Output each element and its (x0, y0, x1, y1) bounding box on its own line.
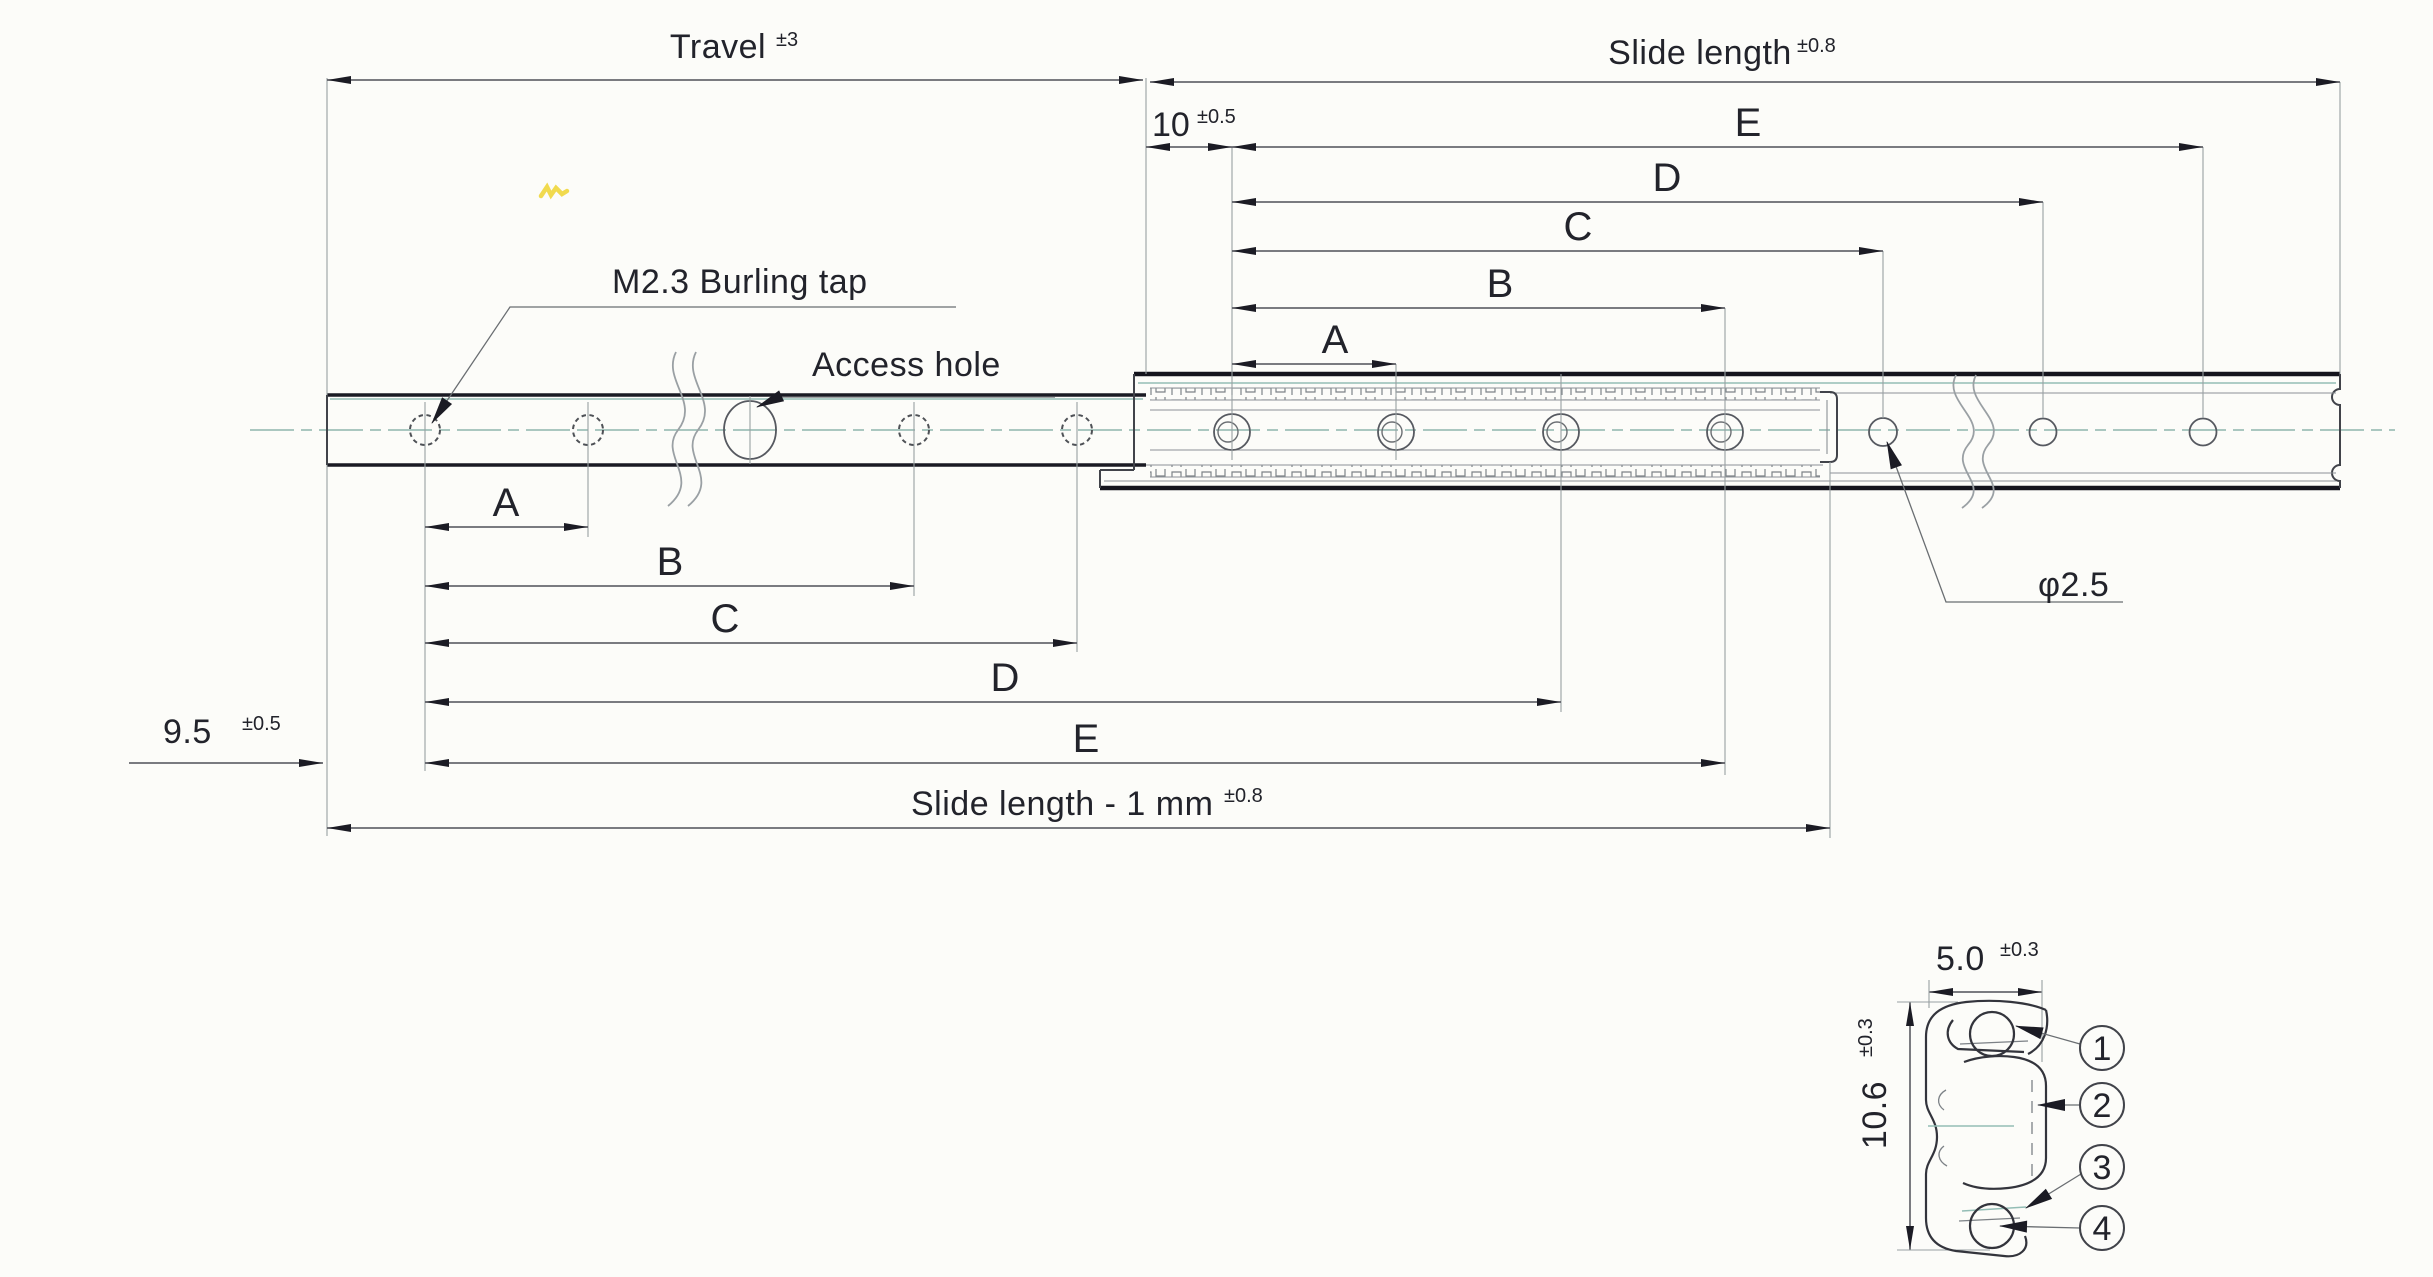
pitch-top-A: A (1322, 318, 1349, 362)
section-hook-left-1 (1937, 1089, 1947, 1111)
tapped-hole-1 (409, 414, 441, 446)
retainer-strip-top (1150, 388, 1820, 400)
callout-number-4: 4 (2093, 1210, 2112, 1248)
pitch-top-B: B (1487, 262, 1514, 306)
pitch-bottom-D: D (991, 656, 1020, 700)
section-width-tolerance: ±0.3 (2000, 939, 2039, 961)
callout-circle-1 (2079, 1025, 2125, 1071)
break-inner-1 (667, 351, 686, 507)
annotations: M2.3 Burling tap Access hole φ2.5 (431, 182, 2123, 604)
section-tangent-bottom (1958, 1217, 2021, 1222)
callout-leader-3 (2025, 1173, 2082, 1209)
pitch-bottom-E: E (1073, 717, 1100, 761)
pitch-dimensions-top: E D C B A (1232, 101, 2203, 368)
section-inner-member (1962, 1054, 2048, 1190)
plan-view (250, 78, 2395, 838)
highlight-mark (538, 182, 570, 200)
outer-hole-2 (2028, 417, 2058, 447)
callout-number-2: 2 (2093, 1087, 2112, 1125)
callout-circle-3 (2079, 1144, 2125, 1190)
section-height-value: 10.6 (1856, 1081, 1894, 1149)
retainer-strip-bottom (1150, 465, 1820, 477)
callout-circle-2 (2079, 1082, 2125, 1128)
section-outer-flange-right (2027, 1009, 2049, 1055)
end-offset-tolerance: ±0.5 (1197, 106, 1236, 128)
pitch-bottom-A: A (493, 481, 520, 525)
section-height-label-group: 10.6 ±0.3 (1855, 1018, 1894, 1149)
tapped-hole-4 (1061, 414, 1093, 446)
section-width-value: 5.0 (1936, 940, 1985, 978)
section-ball-top (1968, 1010, 2016, 1058)
break-inner-2 (687, 351, 706, 507)
leader-access-hole (756, 390, 1055, 408)
hole-diameter-label: φ2.5 (2038, 566, 2109, 604)
section-profile (1924, 999, 2049, 1258)
slide-length-tolerance: ±0.8 (1797, 35, 1836, 57)
ext-section-width (1928, 980, 2043, 1062)
burling-tap-label: M2.3 Burling tap (612, 263, 868, 301)
retainer-bounds (1150, 387, 1820, 478)
break-lines (667, 351, 1995, 509)
outer-rail-right-end (2331, 374, 2341, 488)
outer-rail (1099, 371, 2341, 491)
ball-retainer (1150, 387, 1838, 478)
extension-lines (326, 78, 2341, 838)
leader-hole-diameter (1886, 441, 2123, 603)
travel-label: Travel (670, 28, 766, 66)
travel-tolerance: ±3 (776, 29, 798, 51)
section-callouts: 1 2 3 4 (1999, 1025, 2125, 1251)
callout-number-3: 3 (2093, 1149, 2112, 1187)
pitch-top-C: C (1564, 205, 1593, 249)
break-outer-2 (1972, 374, 1995, 509)
access-hole-label: Access hole (812, 346, 1001, 384)
inner-length-tolerance: ±0.8 (1224, 785, 1263, 807)
break-outer-1 (1952, 374, 1975, 509)
cross-section-view: 5.0 ±0.3 10.6 ±0.3 1 (1855, 939, 2125, 1258)
section-hook-top-left (1946, 1019, 2025, 1054)
end-offset-value: 10 (1152, 106, 1190, 144)
overlap-inner-lines (1150, 409, 1820, 451)
slide-length-label: Slide length (1608, 34, 1792, 72)
leader-burling-tap (431, 306, 956, 424)
tapped-hole-3 (898, 414, 930, 446)
callout-number-1: 1 (2093, 1030, 2112, 1068)
dimensions: Travel ±3 Slide length ±0.8 10 ±0.5 E D … (129, 28, 2340, 832)
pitch-top-D: D (1653, 156, 1682, 200)
outer-hole-1 (1868, 417, 1898, 447)
pitch-dimensions-bottom: A B C D E (425, 481, 1725, 767)
pitch-bottom-C: C (711, 597, 740, 641)
section-outer-member (1924, 999, 2047, 1258)
ext-section-height (1897, 1001, 1990, 1251)
pitch-top-E: E (1735, 101, 1762, 145)
callout-leader-1 (2015, 1025, 2081, 1045)
pitch-bottom-B: B (657, 540, 684, 584)
outer-rail-left-end (1099, 374, 1135, 488)
tapped-hole-2 (572, 414, 604, 446)
first-hole-offset-tolerance: ±0.5 (242, 713, 281, 735)
section-retainer-bottom (1961, 1206, 2027, 1212)
outer-hole-3 (2188, 417, 2218, 447)
inner-rail-end-cap (1820, 391, 1838, 463)
first-hole-offset-value: 9.5 (163, 713, 212, 751)
callout-leader-4 (1999, 1220, 2081, 1233)
inner-length-label: Slide length - 1 mm (911, 785, 1213, 823)
callout-circle-4 (2079, 1205, 2125, 1251)
section-height-tolerance: ±0.3 (1855, 1018, 1877, 1057)
section-hook-left-2 (1938, 1145, 1948, 1167)
